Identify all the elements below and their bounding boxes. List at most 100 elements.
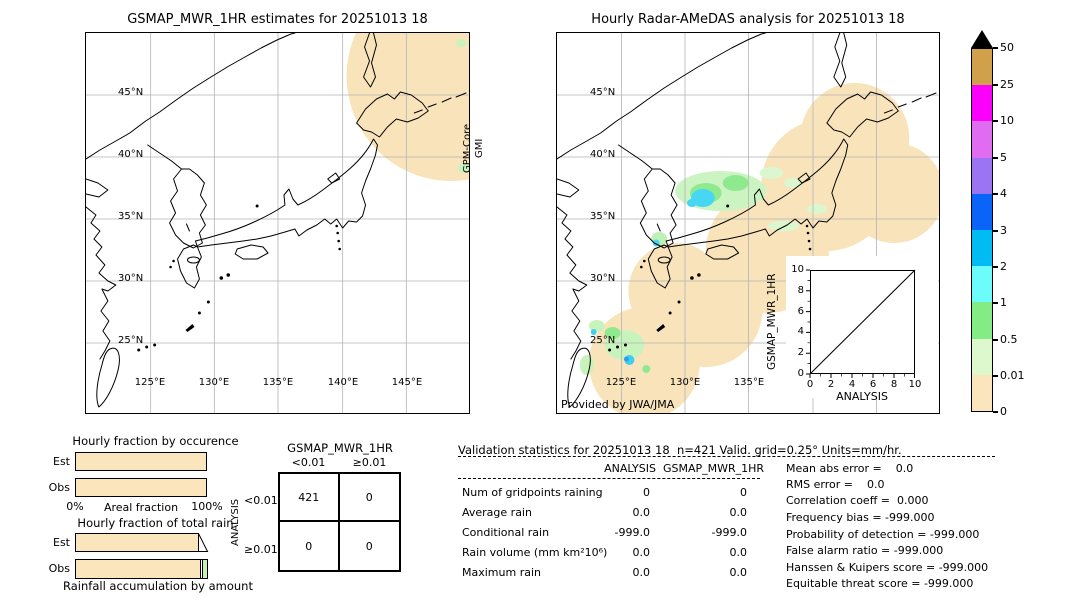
inset-minor-ticks [807, 280, 905, 377]
occurrence-bar-obs [75, 478, 207, 497]
inset-y-tick: 4 [797, 326, 804, 337]
colorbar-tick-label: 2 [1000, 260, 1007, 273]
stats-value-gsmap: 0.0 [729, 546, 748, 559]
data-credit: Provided by JWA/JMA [561, 398, 675, 411]
lon-label: 145°E [391, 377, 423, 388]
lat-label: 35°N [590, 211, 616, 222]
stats-col-header-analysis: ANALYSIS [604, 462, 656, 475]
score-line: Correlation coeff = 0.000 [786, 494, 929, 507]
colorbar-tick-label: 3 [1000, 224, 1007, 237]
colorbar-segment [972, 266, 992, 303]
colorbar-tickmark [993, 266, 998, 268]
colorbar-segment [972, 121, 992, 158]
inset-major-ticks [806, 269, 915, 378]
colorbar-over-arrow [971, 30, 993, 48]
colorbar-tick-label: 1 [1000, 296, 1007, 309]
row-label-est: Est [53, 536, 70, 549]
x-max-label: 100% [191, 500, 223, 513]
row-label-obs: Obs [48, 481, 70, 494]
inset-x-tick: 0 [806, 379, 814, 390]
colorbar-tick-label: 0.01 [1000, 369, 1025, 382]
colorbar-tickmark [993, 47, 998, 49]
score-line: Probability of detection = -999.000 [786, 528, 980, 541]
sensor-name: GMI [474, 138, 485, 158]
colorbar-segment [972, 49, 992, 86]
inset-y-tick: 0 [797, 368, 804, 379]
lat-label: 35°N [118, 211, 144, 222]
lon-label: 125°E [134, 377, 166, 388]
colorbar-tickmark [993, 120, 998, 122]
left-map-title: GSMAP_MWR_1HR estimates for 20251013 18 [127, 12, 428, 27]
inset-y-tick: 10 [791, 264, 804, 275]
contingency-cell: 0 [339, 474, 399, 522]
stats-row-label: Rain volume (mm km²10⁶) [462, 546, 608, 559]
right-map-title: Hourly Radar-AMeDAS analysis for 2025101… [591, 12, 905, 27]
x-min-label: 0% [66, 500, 84, 513]
colorbar-segment [972, 302, 992, 339]
contingency-col-label: ≥0.01 [352, 456, 387, 469]
lat-label: 45°N [118, 87, 144, 98]
contingency-col-label: <0.01 [291, 456, 326, 469]
colorbar-tick-label: 50 [1000, 41, 1014, 54]
lat-label: 25°N [590, 335, 616, 346]
contingency-cell: 421 [280, 474, 340, 522]
occurrence-chart-title: Hourly fraction by occurence [72, 434, 239, 448]
totalrain-bars [75, 533, 209, 579]
inset-canvas [806, 269, 916, 378]
score-line: Mean abs error = 0.0 [786, 462, 914, 475]
row-label-est: Est [53, 455, 70, 468]
gsmap-map-canvas [86, 33, 469, 413]
radar-amedas-map [556, 32, 940, 414]
satellite-name: GPM-Core [462, 123, 473, 173]
stats-value-analysis: 0 [643, 486, 650, 499]
colorbar-tickmark [993, 84, 998, 86]
colorbar-segment [972, 193, 992, 230]
colorbar-tickmark [993, 193, 998, 195]
lat-label: 25°N [118, 335, 144, 346]
colorbar-tickmark [993, 339, 998, 341]
colorbar-segment [972, 229, 992, 267]
stats-row-label: Maximum rain [462, 566, 541, 579]
colorbar-segment [972, 374, 992, 411]
score-line: Frequency bias = -999.000 [786, 511, 935, 524]
colorbar-tick-label: 25 [1000, 78, 1014, 91]
lon-label: 130°E [198, 377, 230, 388]
inset-x-tick: 2 [827, 379, 835, 390]
colorbar-tickmark [993, 411, 998, 413]
score-line: False alarm ratio = -999.000 [786, 544, 944, 557]
colorbar-segment [972, 338, 992, 375]
lon-label: 140°E [327, 377, 359, 388]
inset-x-tick: 6 [869, 379, 877, 390]
inset-y-tick: 6 [797, 306, 804, 317]
contingency-table: 421 0 0 0 [278, 472, 401, 572]
inset-x-tick: 4 [848, 379, 856, 390]
lat-label: 40°N [590, 149, 616, 160]
stats-value-analysis: 0.0 [632, 506, 651, 519]
stats-divider-top [458, 456, 995, 457]
lat-label: 30°N [118, 273, 144, 284]
lat-label: 45°N [590, 87, 616, 98]
colorbar-tick-label: 4 [1000, 187, 1007, 200]
stats-value-analysis: -999.0 [614, 526, 650, 539]
stats-row-label: Conditional rain [462, 526, 550, 539]
colorbar-tick-label: 5 [1000, 151, 1007, 164]
lon-label: 135°E [733, 377, 765, 388]
colorbar-tick-label: 10 [1000, 114, 1014, 127]
inset-ylabel: GSMAP_MWR_1HR [766, 273, 778, 371]
inset-x-tick: 8 [890, 379, 898, 390]
totalrain-bar-obs [75, 559, 201, 579]
score-line: Hanssen & Kuipers score = -999.000 [786, 561, 989, 574]
inset-y-tick: 8 [797, 285, 804, 296]
stats-col-header-gsmap: GSMAP_MWR_1HR [663, 462, 765, 475]
score-line: Equitable threat score = -999.000 [786, 577, 974, 590]
stats-value-analysis: 0.0 [632, 566, 651, 579]
colorbar-tick-label: 0 [1000, 405, 1007, 418]
colorbar-tickmark [993, 157, 998, 159]
contingency-row-axis: ANALYSIS [230, 498, 241, 546]
colorbar-tickmark [993, 302, 998, 304]
score-line: RMS error = 0.0 [786, 478, 885, 491]
inset-xlabel: ANALYSIS [836, 390, 888, 403]
contingency-row-label: ≥0.01 [244, 543, 278, 556]
identity-line [809, 269, 916, 375]
